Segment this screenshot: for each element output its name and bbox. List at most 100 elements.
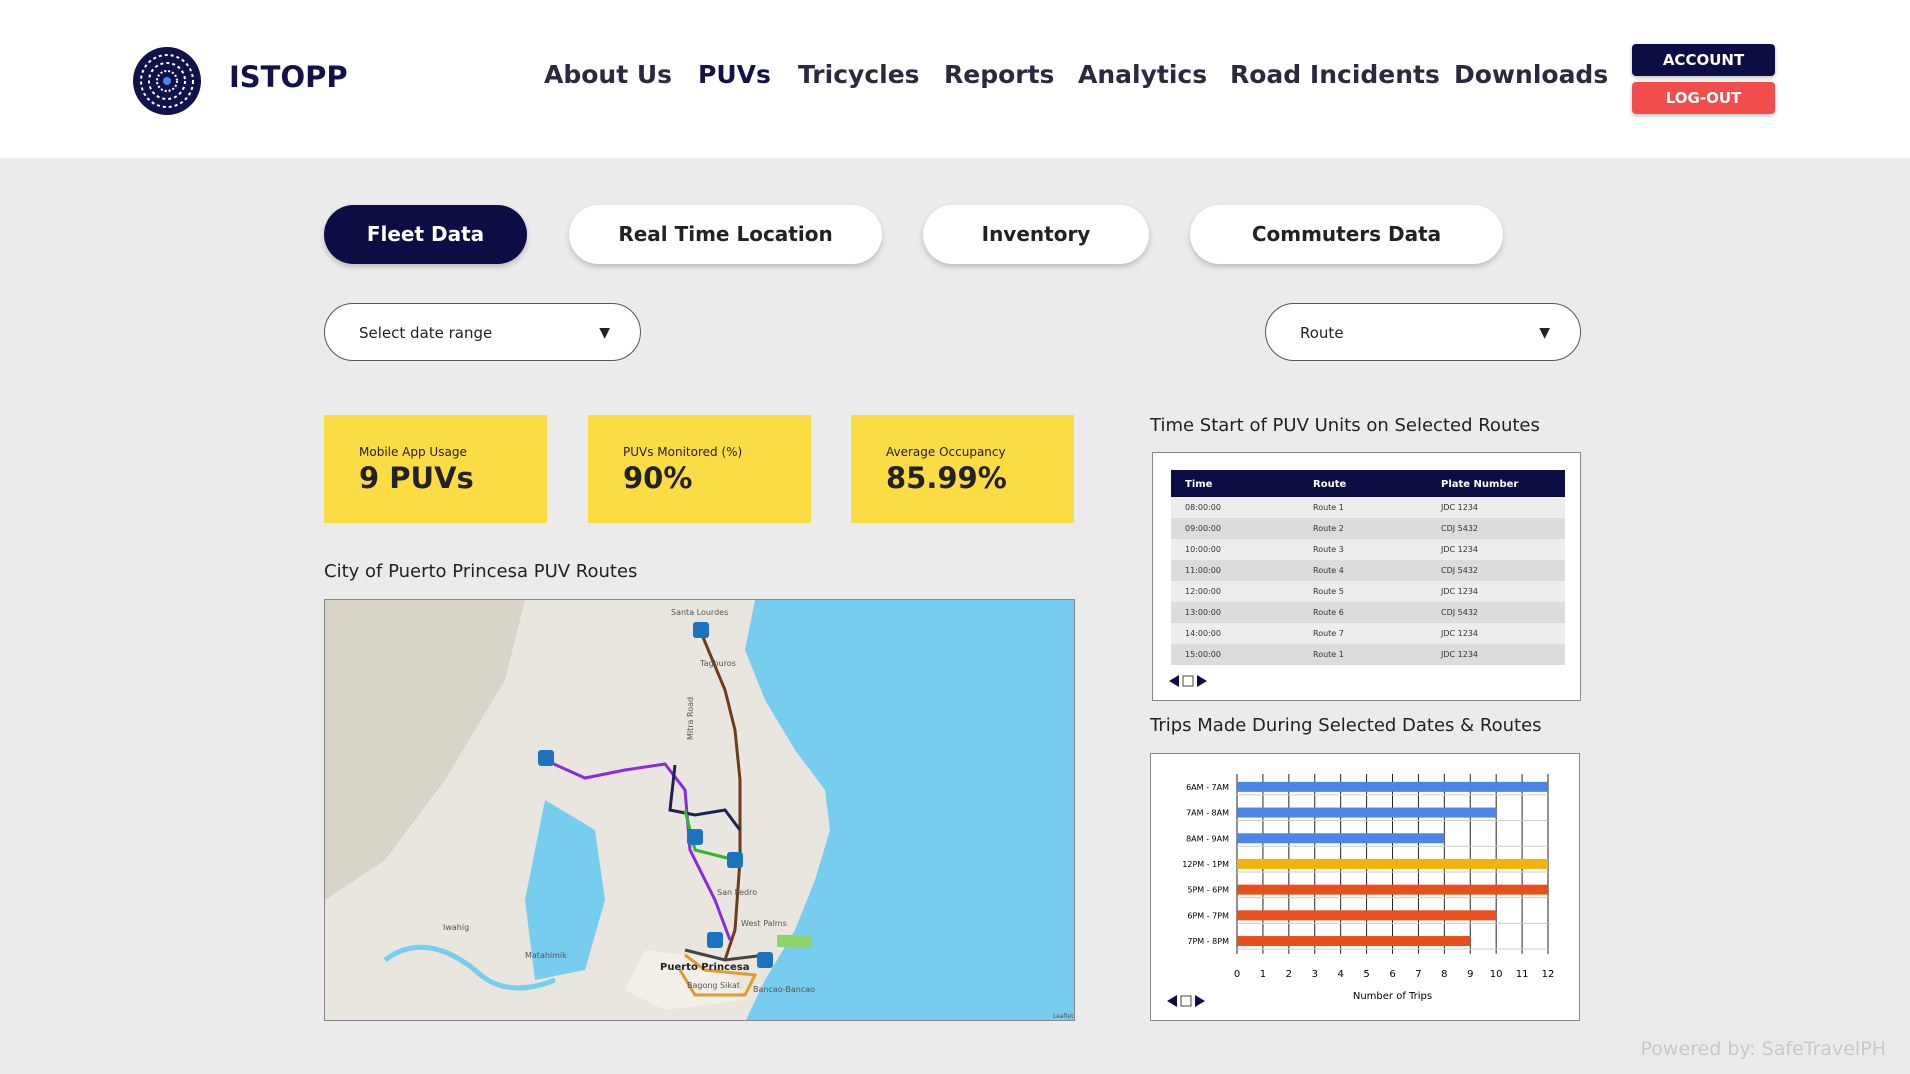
table-cell: Route 7 [1313, 629, 1344, 638]
table-row-bg [1171, 539, 1565, 560]
bar [1237, 884, 1548, 895]
y-tick-label: 7PM - 8PM [1187, 937, 1229, 946]
table-cell: 09:00:00 [1185, 524, 1221, 533]
pager-page [1182, 675, 1194, 687]
pager-prev [1167, 995, 1177, 1007]
x-tick-label: 5 [1363, 969, 1369, 980]
table-cell: 08:00:00 [1185, 503, 1221, 512]
x-tick-label: 6 [1389, 969, 1395, 980]
map-label: San Pedro [717, 888, 757, 897]
table-cell: Route 1 [1313, 650, 1344, 659]
map-label: Mitra Road [686, 697, 695, 740]
nav-link[interactable]: About Us [544, 60, 673, 89]
x-tick-label: 0 [1234, 969, 1240, 980]
x-tick-label: 3 [1312, 969, 1318, 980]
pager-prev [1169, 675, 1179, 687]
column-header: Route [1313, 479, 1346, 490]
tab[interactable]: Real Time Location [569, 205, 882, 264]
map-label: Tagburos [699, 659, 736, 668]
nav-link[interactable]: Tricycles [798, 60, 920, 89]
table-cell: Route 4 [1313, 566, 1344, 575]
bar [1237, 781, 1548, 792]
x-tick-label: 12 [1542, 969, 1555, 980]
column-header: Plate Number [1441, 479, 1518, 490]
nav-link[interactable]: PUVs [698, 60, 771, 89]
kpi-label: Average Occupancy [886, 445, 1006, 459]
nav-link[interactable]: Road Incidents [1230, 60, 1440, 89]
account-button[interactable]: ACCOUNT [1632, 44, 1775, 76]
map-label: West Palms [741, 919, 787, 928]
table-cell: 14:00:00 [1185, 629, 1221, 638]
x-tick-label: 7 [1415, 969, 1421, 980]
date-dropdown[interactable]: Select date range ▼ [324, 303, 641, 361]
route-dropdown[interactable]: Route ▼ [1265, 303, 1581, 361]
dropdown-arrow: ▼ [599, 325, 610, 341]
column-header: Time [1185, 479, 1213, 490]
kpi-card: Mobile App Usage 9 PUVs [324, 415, 547, 523]
table-cell: JDC 1234 [1440, 545, 1478, 554]
chart-title: Trips Made During Selected Dates & Route… [1150, 715, 1542, 736]
x-tick-label: 8 [1441, 969, 1447, 980]
kpi-card: PUVs Monitored (%) 90% [588, 415, 811, 523]
nav-link[interactable]: Downloads [1454, 60, 1609, 89]
table-cell: 10:00:00 [1185, 545, 1221, 554]
bar [1237, 936, 1471, 947]
y-tick-label: 12PM - 1PM [1182, 860, 1229, 869]
y-tick-label: 6AM - 7AM [1186, 783, 1229, 792]
table-cell: Route 5 [1313, 587, 1344, 596]
bar [1237, 910, 1497, 921]
x-tick-label: 1 [1260, 969, 1266, 980]
bar [1237, 833, 1445, 844]
dropdown-arrow: ▼ [1539, 325, 1550, 341]
map-label: Puerto Princesa [660, 962, 750, 973]
map-title: City of Puerto Princesa PUV Routes [324, 561, 638, 582]
table-title: Time Start of PUV Units on Selected Rout… [1150, 415, 1540, 436]
table-row-bg [1171, 602, 1565, 623]
tab[interactable]: Inventory [923, 205, 1149, 264]
map-label: Matahimik [525, 951, 567, 960]
table-row-bg [1171, 581, 1565, 602]
table-cell: CDJ 5432 [1441, 566, 1478, 575]
table-cell: 12:00:00 [1185, 587, 1221, 596]
map-label: Bancao-Bancao [753, 985, 815, 994]
table-header-bg [1171, 470, 1565, 497]
footer: Powered by: SafeTravelPH [1640, 1038, 1887, 1060]
x-tick-label: 2 [1286, 969, 1292, 980]
tab[interactable]: Commuters Data [1190, 205, 1503, 264]
map[interactable]: Santa Lourdes Tagburos Mitra Road San Pe… [324, 599, 1075, 1021]
kpi-value: 9 PUVs [359, 461, 474, 495]
bar [1237, 858, 1548, 869]
table-cell: Route 1 [1313, 503, 1344, 512]
table-row-bg [1171, 518, 1565, 539]
kpi-card: Average Occupancy 85.99% [851, 415, 1074, 523]
map-attribution: Leaflet [1053, 1013, 1074, 1020]
nav-link[interactable]: Reports [944, 60, 1055, 89]
table-cell: JDC 1234 [1440, 587, 1478, 596]
dropdown-text: Route [1300, 324, 1344, 342]
y-tick-label: 5PM - 6PM [1187, 886, 1229, 895]
header [0, 0, 1910, 158]
tab[interactable]: Fleet Data [324, 205, 527, 264]
table-row-bg [1171, 560, 1565, 581]
kpi-label: PUVs Monitored (%) [623, 445, 743, 459]
x-tick-label: 10 [1490, 969, 1503, 980]
y-tick-label: 6PM - 7PM [1187, 911, 1229, 920]
table-cell: Route 3 [1313, 545, 1344, 554]
pager-page [1180, 995, 1192, 1007]
bar [1237, 807, 1497, 818]
logout-button[interactable]: LOG-OUT [1632, 82, 1775, 114]
x-tick-label: 4 [1337, 969, 1343, 980]
schedule-table: Time Route Plate Number 08:00:00 Route 1 JDC … [1152, 452, 1581, 701]
kpi-value: 90% [623, 461, 693, 495]
map-label: Bagong Sikat [687, 981, 740, 990]
table-cell: CDJ 5432 [1441, 524, 1478, 533]
table-row-bg [1171, 623, 1565, 644]
y-tick-label: 7AM - 8AM [1186, 809, 1229, 818]
nav-link[interactable]: Analytics [1078, 60, 1208, 89]
x-tick-label: 9 [1467, 969, 1473, 980]
table-cell: 11:00:00 [1185, 566, 1221, 575]
table-cell: 13:00:00 [1185, 608, 1221, 617]
kpi-value: 85.99% [886, 461, 1007, 495]
